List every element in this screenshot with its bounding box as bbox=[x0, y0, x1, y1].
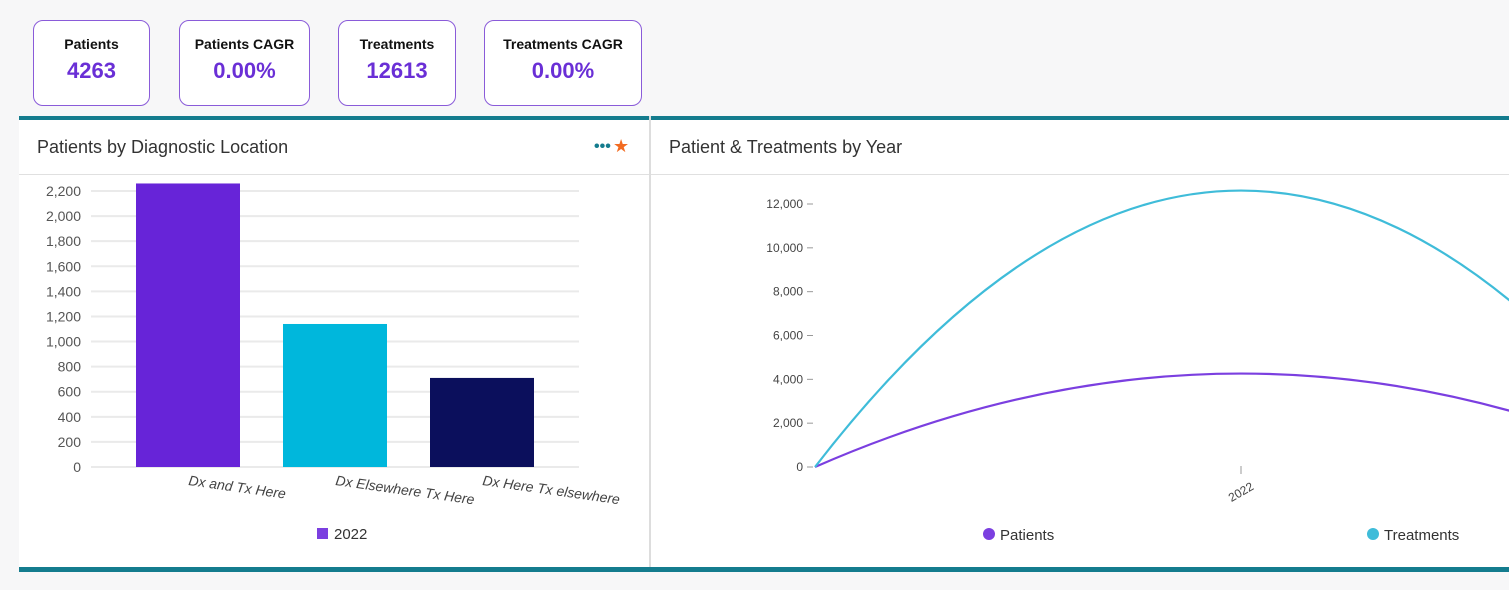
y-tick-label: 1,800 bbox=[46, 233, 81, 249]
x-tick-label: Dx and Tx Here bbox=[188, 472, 288, 502]
line-chart: 0 2,000 4,000 6,000 8,000 10,000 12,000 2022 Pat… bbox=[766, 189, 1509, 544]
y-tick-label: 1,400 bbox=[46, 283, 81, 299]
bar bbox=[136, 183, 240, 468]
bar-chart-panel: Patients by Diagnostic Location ••• ★ 0 2… bbox=[19, 116, 649, 571]
y-tick-label: 6,000 bbox=[773, 329, 803, 343]
kpi-value: 12613 bbox=[366, 58, 428, 83]
y-tick-label: 2,000 bbox=[773, 416, 803, 430]
y-tick-label: 0 bbox=[73, 459, 81, 475]
y-tick-label: 4,000 bbox=[773, 372, 803, 386]
bar bbox=[430, 377, 534, 467]
y-tick-label: 1,600 bbox=[46, 258, 81, 274]
bottom-divider bbox=[19, 567, 1509, 572]
y-tick-label: 1,200 bbox=[46, 308, 81, 324]
kpi-title: Treatments bbox=[359, 36, 435, 52]
kpi-title: Patients bbox=[64, 36, 119, 52]
star-icon[interactable]: ★ bbox=[613, 136, 630, 156]
x-tick-label: Dx Here Tx elsewhere bbox=[482, 472, 622, 507]
y-tick-label: 0 bbox=[796, 460, 803, 474]
x-tick-label: 2022 bbox=[1226, 479, 1256, 505]
kpi-treatments-cagr: Treatments CAGR 0.00% bbox=[484, 20, 642, 106]
bar-chart: 0 200 400 600 800 1,000 1,200 1,400 1,600 1,800 2,… bbox=[46, 183, 622, 543]
series-line bbox=[814, 372, 1509, 469]
y-tick-label: 400 bbox=[58, 409, 82, 425]
legend-label: Treatments bbox=[1384, 527, 1459, 544]
kpi-title: Patients CAGR bbox=[194, 36, 295, 52]
legend-label: Patients bbox=[1000, 527, 1054, 544]
kpi-patients-cagr: Patients CAGR 0.00% bbox=[179, 20, 310, 106]
kpi-treatments: Treatments 12613 bbox=[338, 20, 456, 106]
y-tick-label: 8,000 bbox=[773, 285, 803, 299]
y-tick-label: 10,000 bbox=[766, 241, 803, 255]
legend-label: 2022 bbox=[334, 526, 367, 543]
legend-marker bbox=[983, 528, 995, 540]
y-tick-label: 200 bbox=[58, 434, 82, 450]
kpi-patients: Patients 4263 bbox=[33, 20, 150, 106]
y-tick-label: 12,000 bbox=[766, 197, 803, 211]
kpi-value: 4263 bbox=[67, 58, 116, 83]
y-tick-label: 600 bbox=[58, 384, 82, 400]
y-tick-label: 1,000 bbox=[46, 334, 81, 350]
kpi-value: 0.00% bbox=[213, 58, 276, 83]
legend-swatch bbox=[317, 528, 328, 539]
series-line bbox=[814, 189, 1509, 468]
x-tick-label: Dx Elsewhere Tx Here bbox=[335, 472, 476, 507]
bar bbox=[283, 323, 387, 467]
legend-marker bbox=[1367, 528, 1379, 540]
y-tick-label: 800 bbox=[58, 359, 82, 375]
line-chart-panel: Patient & Treatments by Year 0 2,000 4,000… bbox=[651, 116, 1509, 571]
y-tick-label: 2,200 bbox=[46, 183, 81, 199]
kpi-value: 0.00% bbox=[531, 58, 595, 83]
y-tick-label: 2,000 bbox=[46, 208, 81, 224]
panel-title: Patient & Treatments by Year bbox=[669, 137, 903, 157]
panel-title: Patients by Diagnostic Location bbox=[37, 137, 289, 157]
more-dots-icon[interactable]: ••• bbox=[594, 138, 611, 155]
kpi-title: Treatments CAGR bbox=[503, 36, 623, 52]
